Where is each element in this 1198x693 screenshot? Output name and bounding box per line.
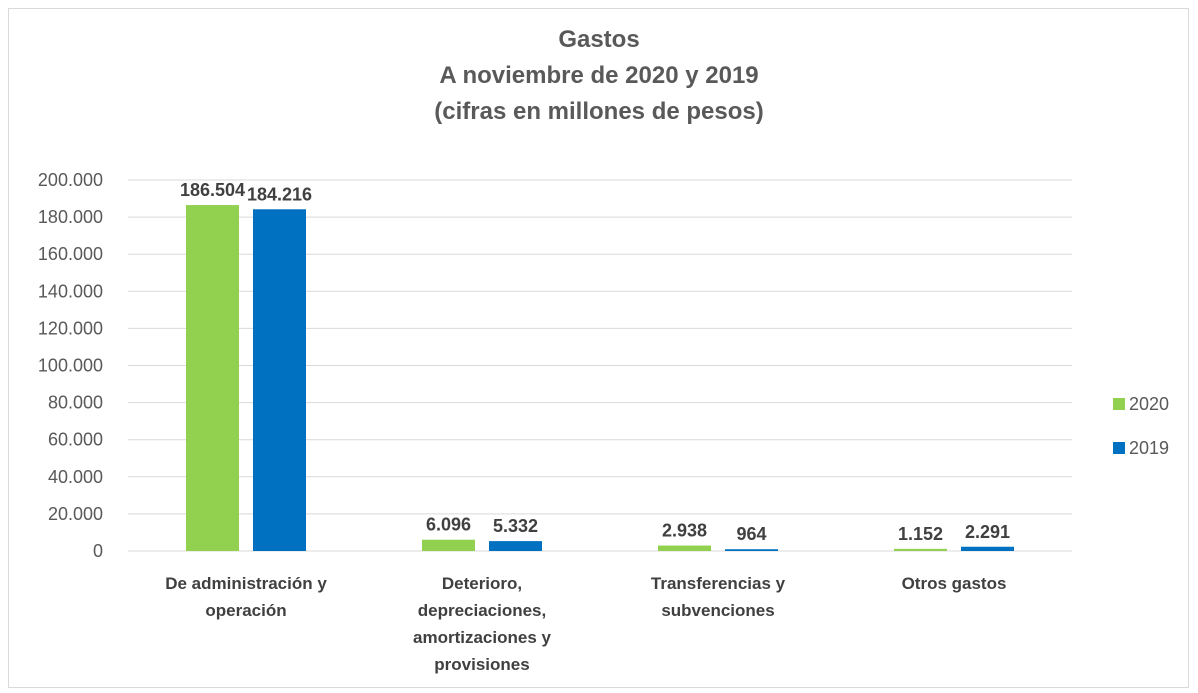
y-tick-label: 40.000 [48,467,103,487]
y-tick-label: 180.000 [38,207,103,227]
bar-2020 [422,539,475,551]
legend: 2020 2019 [1113,392,1169,480]
y-tick-label: 140.000 [38,281,103,301]
x-category-label: provisiones [434,655,529,674]
chart-title-line-2: A noviembre de 2020 y 2019 [439,62,759,89]
bar-2020 [894,548,947,551]
bar-2019 [961,546,1014,551]
x-category-label: amortizaciones y [413,628,551,647]
data-label-2020: 6.096 [426,515,471,535]
x-category-label: subvenciones [661,601,774,620]
data-label-2020: 1.152 [898,524,943,544]
bar-2019 [489,541,542,551]
y-tick-label: 160.000 [38,244,103,264]
x-category-label: De administración y [165,574,327,593]
chart-title-line-3: (cifras en millones de pesos) [434,98,764,125]
data-label-2019: 2.291 [965,522,1010,542]
data-label-2020: 186.504 [180,180,245,200]
data-label-2019: 5.332 [493,516,538,536]
legend-item-2019: 2019 [1113,436,1169,460]
x-category-label: depreciaciones, [418,601,547,620]
x-category-label: Deterioro, [442,574,522,593]
y-tick-label: 200.000 [38,170,103,190]
y-tick-label: 20.000 [48,504,103,524]
legend-swatch-2020 [1113,398,1125,410]
chart-title-line-1: Gastos [558,26,640,53]
bar-2019 [253,209,306,551]
x-category-label: operación [205,601,286,620]
y-tick-label: 0 [93,541,103,561]
chart-title: Gastos A noviembre de 2020 y 2019 (cifra… [0,22,1198,130]
legend-item-2020: 2020 [1113,392,1169,416]
bar-2020 [186,205,239,551]
legend-label-2019: 2019 [1129,437,1170,458]
legend-swatch-2019 [1113,442,1125,454]
bar-2020 [658,545,711,551]
x-category-label: Transferencias y [651,574,786,593]
y-tick-label: 60.000 [48,430,103,450]
data-label-2019: 964 [736,524,766,544]
bar-2019 [725,549,778,551]
legend-label-2020: 2020 [1129,393,1170,414]
data-label-2020: 2.938 [662,521,707,541]
x-category-label: Otros gastos [902,574,1007,593]
y-tick-label: 100.000 [38,356,103,376]
y-tick-label: 80.000 [48,393,103,413]
y-tick-label: 120.000 [38,318,103,338]
data-label-2019: 184.216 [247,184,312,204]
